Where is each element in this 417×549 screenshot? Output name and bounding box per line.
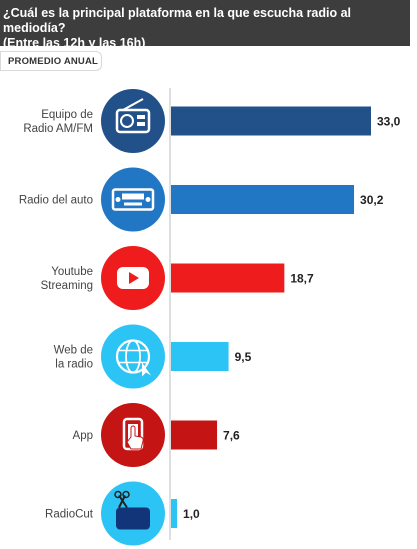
- category-label: Radio AM/FM: [23, 123, 93, 135]
- bar: [171, 263, 285, 293]
- value-label: 33,0: [377, 115, 401, 129]
- bar: [171, 420, 218, 450]
- value-label: 18,7: [290, 272, 314, 286]
- app-phone-icon: [101, 403, 165, 467]
- category-label: Youtube: [51, 266, 93, 278]
- category-label: Radio del auto: [19, 195, 93, 207]
- chart-header: ¿Cuál es la principal plataforma en la q…: [0, 0, 410, 50]
- value-label: 30,2: [360, 193, 384, 207]
- bar: [171, 499, 178, 528]
- radio-icon: [101, 89, 165, 153]
- average-badge: PROMEDIO ANUAL: [0, 51, 102, 71]
- bar-rows: Equipo de Radio AM/FM 33,0 Radio del auto 30…: [19, 89, 401, 546]
- category-label: Streaming: [41, 280, 93, 292]
- value-label: 1,0: [183, 507, 200, 521]
- category-label: Web de: [54, 345, 93, 357]
- value-label: 9,5: [235, 350, 252, 364]
- category-label: la radio: [55, 359, 93, 371]
- bar: [171, 342, 229, 371]
- chart-title: ¿Cuál es la principal plataforma en la q…: [3, 6, 352, 35]
- category-label: Equipo de: [41, 109, 93, 121]
- web-globe-icon: [101, 324, 165, 389]
- category-label: App: [73, 430, 93, 442]
- bar: [171, 106, 371, 136]
- category-label: RadioCut: [45, 509, 94, 521]
- chart-subtitle: (Entre las 12h y las 16h): [3, 36, 146, 50]
- youtube-icon: [101, 246, 165, 310]
- car-radio-icon: [101, 167, 165, 232]
- radiocut-icon: [101, 481, 165, 546]
- bar: [171, 185, 355, 214]
- value-label: 7,6: [223, 429, 240, 443]
